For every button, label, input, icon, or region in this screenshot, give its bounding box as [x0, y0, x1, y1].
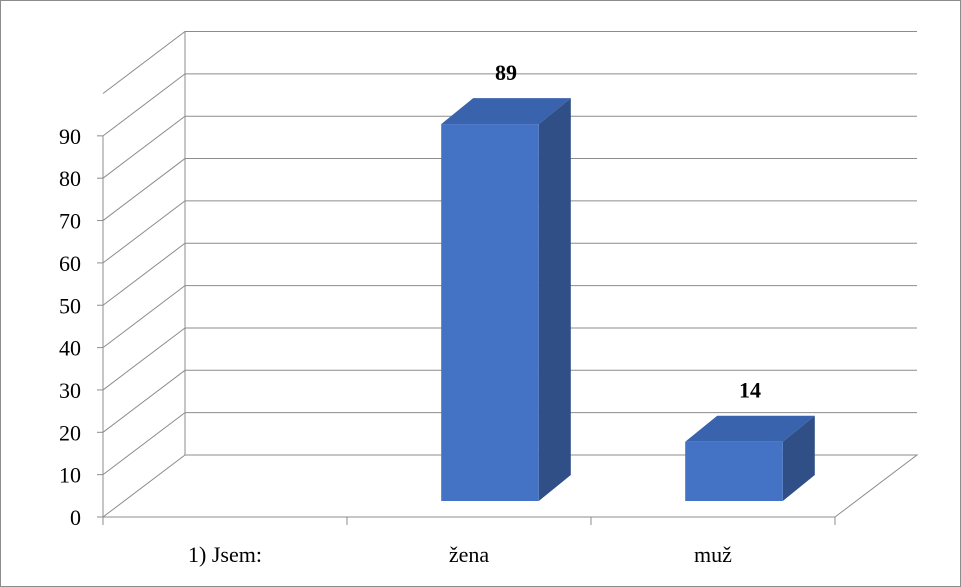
bar-žena — [441, 124, 539, 502]
y-tick-label: 60 — [59, 251, 81, 276]
bar-muž — [685, 441, 783, 501]
y-tick-label: 30 — [59, 378, 81, 403]
bar-top-face — [685, 415, 815, 442]
data-label: 89 — [495, 60, 517, 85]
x-category-label: 1) Jsem: — [188, 542, 262, 567]
x-axis-category-labels: 1) Jsem: žena muž — [188, 542, 732, 567]
y-tick-label: 50 — [59, 293, 81, 318]
bar-side-face — [782, 415, 815, 501]
y-axis-tick-labels: 0 10 20 30 40 50 60 70 80 90 — [59, 124, 81, 530]
y-tick-label: 0 — [70, 505, 81, 530]
y-tick-label: 20 — [59, 420, 81, 445]
bar-top-face — [441, 98, 571, 125]
data-labels: 89 14 — [495, 60, 761, 403]
y-tick-label: 90 — [59, 124, 81, 149]
y-tick-label: 80 — [59, 166, 81, 191]
y-tick-label: 70 — [59, 209, 81, 234]
bars — [441, 98, 815, 502]
axes — [97, 31, 836, 525]
x-category-label: muž — [694, 542, 732, 567]
bar-side-face — [538, 98, 571, 502]
y-tick-label: 10 — [59, 463, 81, 488]
data-label: 14 — [739, 378, 761, 403]
x-category-label: žena — [449, 542, 490, 567]
y-tick-label: 40 — [59, 336, 81, 361]
